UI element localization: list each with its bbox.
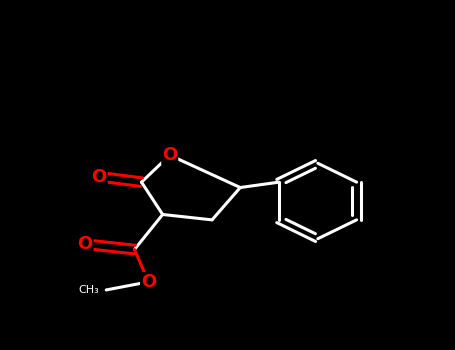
Text: O: O: [162, 146, 177, 164]
Text: O: O: [77, 235, 93, 253]
Text: O: O: [91, 168, 107, 186]
Text: CH₃: CH₃: [78, 285, 99, 295]
Text: O: O: [141, 273, 156, 291]
